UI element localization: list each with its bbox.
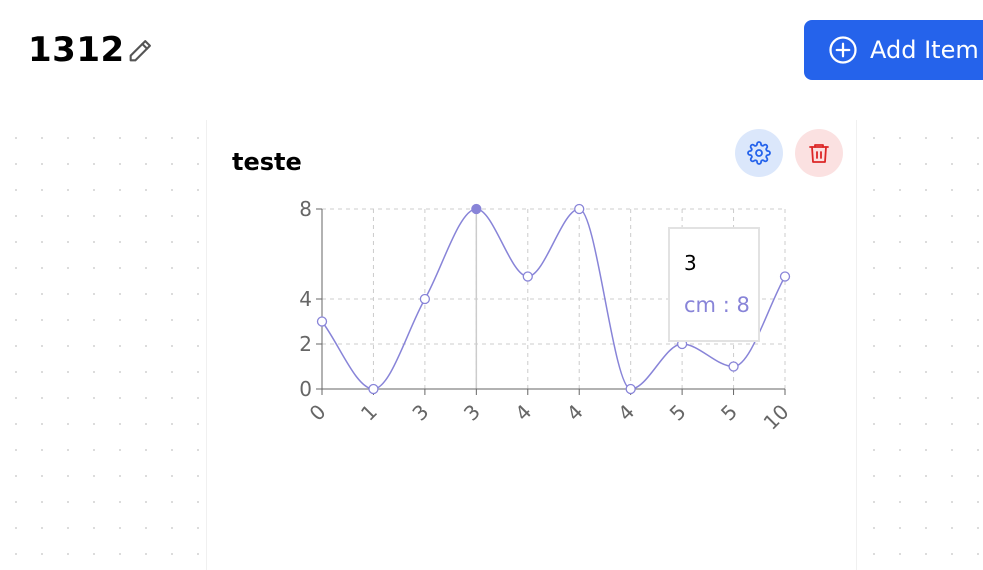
x-tick-label: 10 [759,400,794,435]
delete-button[interactable] [795,129,843,177]
add-item-button[interactable]: Add Item [804,20,983,80]
y-tick-label: 0 [299,377,312,401]
tooltip-value: cm : 8 [684,293,758,317]
card-title: teste [232,148,302,176]
y-tick-label: 2 [299,332,312,356]
data-point [368,383,379,395]
page-title: 1312 [28,30,125,70]
y-tick-label: 4 [299,287,312,311]
x-tick-label: 0 [305,400,331,426]
pencil-icon[interactable] [126,37,154,65]
data-point [419,293,431,305]
gear-icon [747,141,771,165]
add-item-label: Add Item [870,36,979,64]
data-point [779,271,791,282]
x-tick-label: 4 [613,400,639,426]
x-tick-label: 4 [562,400,588,426]
data-point [522,271,533,282]
data-point [316,316,328,327]
tooltip-series-name: cm [684,293,717,317]
x-tick-label: 1 [356,400,382,426]
active-data-point [471,203,482,215]
x-tick-label: 3 [459,400,485,426]
data-point [574,203,585,215]
settings-button[interactable] [735,129,783,177]
x-tick-label: 5 [665,400,691,426]
x-tick-label: 4 [510,400,536,426]
y-tick-label: 8 [299,197,312,221]
tooltip-series-value: 8 [736,293,750,317]
plus-circle-icon [829,36,857,64]
data-point [625,383,636,395]
data-point [728,361,739,372]
tooltip-label: 3 [684,251,697,275]
x-tick-label: 5 [716,400,742,426]
trash-icon [809,144,829,163]
tooltip-separator: : [716,293,737,317]
chart-tooltip: 3 cm : 8 [668,227,760,342]
chart-card: teste 0 2 4 8 0 1 3 3 4 4 4 5 5 10 3 cm : 8 [206,120,857,570]
x-tick-label: 3 [407,400,433,426]
series-line [321,208,786,390]
